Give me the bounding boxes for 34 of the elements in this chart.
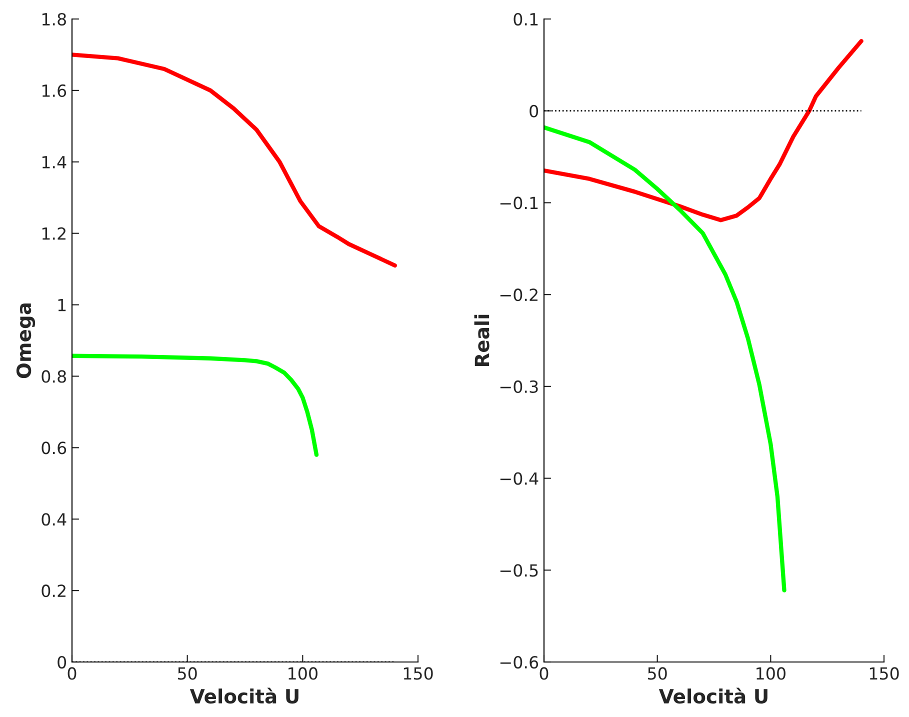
x-tick-label: 50 xyxy=(648,667,667,680)
x-axis-title: Velocità U xyxy=(190,688,298,704)
line-series xyxy=(72,52,398,268)
y-tick-label: 1.8 xyxy=(42,12,66,26)
line-series xyxy=(544,125,786,592)
y-tick-label: −0.1 xyxy=(500,196,538,210)
x-tick-label: 0 xyxy=(540,667,548,680)
y-axis-title: Reali xyxy=(474,314,490,366)
x-tick-label: 150 xyxy=(404,667,433,680)
x-tick-label: 50 xyxy=(178,667,197,680)
line-series xyxy=(544,38,864,222)
y-tick-label: −0.3 xyxy=(500,380,538,393)
y-tick-label: −0.4 xyxy=(500,472,538,485)
y-tick-label: 0.6 xyxy=(42,442,66,454)
y-tick-label: −0.6 xyxy=(500,656,538,669)
line-series xyxy=(72,354,319,457)
x-tick-label: 150 xyxy=(870,667,899,680)
y-tick-label: 0 xyxy=(530,104,538,118)
y-tick-label: 0 xyxy=(58,656,66,669)
y-tick-label: 1.6 xyxy=(42,84,66,98)
y-axis-title: Omega xyxy=(16,304,36,378)
y-tick-label: 0.4 xyxy=(42,513,66,526)
x-tick-label: 100 xyxy=(288,667,318,680)
x-tick-label: 0 xyxy=(68,667,76,680)
y-tick-label: 1.2 xyxy=(42,227,66,240)
x-tick-label: 100 xyxy=(756,667,786,680)
y-tick-label: 1 xyxy=(58,298,66,312)
y-tick-label: 0.1 xyxy=(514,12,538,26)
y-tick-label: −0.2 xyxy=(500,288,538,302)
y-tick-label: −0.5 xyxy=(500,564,538,577)
y-tick-label: 0.8 xyxy=(42,370,66,383)
x-axis-title: Velocità U xyxy=(658,688,768,704)
y-tick-label: 1.4 xyxy=(42,156,66,168)
y-tick-label: 0.2 xyxy=(42,584,66,598)
